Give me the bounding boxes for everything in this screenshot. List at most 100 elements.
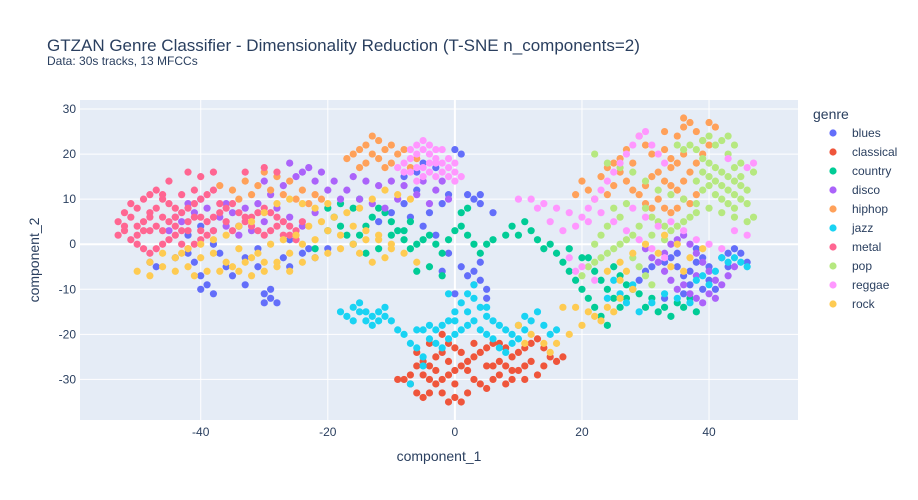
jazz-point[interactable]: [470, 281, 478, 289]
pop-point[interactable]: [718, 182, 726, 190]
country-point[interactable]: [413, 267, 421, 275]
jazz-point[interactable]: [508, 330, 516, 338]
metal-point[interactable]: [133, 240, 141, 248]
hiphop-point[interactable]: [667, 209, 675, 217]
blues-point[interactable]: [673, 249, 681, 257]
country-point[interactable]: [457, 209, 465, 217]
legend-item-country[interactable]: country: [829, 164, 891, 178]
metal-point[interactable]: [286, 231, 294, 239]
disco-point[interactable]: [699, 258, 707, 266]
jazz-point[interactable]: [368, 312, 376, 320]
hiphop-point[interactable]: [343, 154, 351, 163]
classical-point[interactable]: [438, 330, 446, 338]
classical-point[interactable]: [451, 380, 459, 388]
hiphop-point[interactable]: [254, 182, 262, 190]
disco-point[interactable]: [724, 272, 732, 280]
hiphop-point[interactable]: [572, 191, 580, 199]
rock-point[interactable]: [680, 267, 688, 275]
rock-point[interactable]: [559, 303, 567, 311]
classical-point[interactable]: [470, 339, 478, 347]
metal-point[interactable]: [152, 245, 160, 253]
metal-point[interactable]: [190, 240, 198, 248]
blues-point[interactable]: [686, 281, 694, 289]
disco-point[interactable]: [336, 195, 345, 203]
hiphop-point[interactable]: [692, 159, 700, 167]
reggae-point[interactable]: [444, 154, 453, 163]
rock-point[interactable]: [673, 240, 681, 248]
classical-point[interactable]: [483, 384, 491, 393]
metal-point[interactable]: [254, 227, 262, 235]
jazz-point[interactable]: [419, 326, 427, 334]
jazz-point[interactable]: [508, 339, 516, 347]
classical-point[interactable]: [444, 371, 453, 379]
reggae-point[interactable]: [546, 218, 554, 226]
metal-point[interactable]: [209, 227, 218, 235]
disco-point[interactable]: [317, 168, 326, 176]
jazz-point[interactable]: [349, 317, 357, 325]
pop-point[interactable]: [737, 195, 745, 203]
country-point[interactable]: [457, 222, 465, 230]
rock-point[interactable]: [273, 200, 281, 208]
classical-point[interactable]: [432, 353, 440, 361]
blues-point[interactable]: [267, 294, 275, 302]
pop-point[interactable]: [743, 186, 751, 194]
hiphop-point[interactable]: [375, 136, 383, 145]
country-point[interactable]: [413, 240, 421, 248]
pop-point[interactable]: [711, 164, 719, 172]
rock-point[interactable]: [616, 294, 624, 302]
pop-point[interactable]: [578, 272, 586, 280]
pop-point[interactable]: [711, 177, 719, 185]
metal-point[interactable]: [267, 227, 275, 235]
country-point[interactable]: [394, 227, 402, 235]
rock-point[interactable]: [368, 258, 376, 266]
metal-point[interactable]: [190, 200, 198, 208]
reggae-point[interactable]: [406, 168, 415, 176]
classical-point[interactable]: [514, 366, 523, 375]
hiphop-point[interactable]: [311, 191, 319, 199]
metal-point[interactable]: [228, 200, 237, 208]
country-point[interactable]: [406, 245, 415, 253]
hiphop-point[interactable]: [673, 204, 681, 212]
rock-point[interactable]: [400, 249, 408, 257]
pop-point[interactable]: [718, 168, 726, 176]
reggae-point[interactable]: [635, 236, 643, 244]
metal-point[interactable]: [286, 222, 294, 230]
hiphop-point[interactable]: [317, 195, 326, 203]
jazz-point[interactable]: [699, 272, 707, 280]
blues-point[interactable]: [152, 263, 160, 271]
country-point[interactable]: [622, 281, 631, 289]
blues-point[interactable]: [260, 290, 268, 298]
classical-point[interactable]: [476, 348, 484, 356]
hiphop-point[interactable]: [711, 123, 719, 131]
country-point[interactable]: [368, 213, 376, 221]
country-point[interactable]: [387, 218, 395, 226]
rock-point[interactable]: [603, 267, 611, 275]
pop-point[interactable]: [635, 263, 643, 271]
reggae-point[interactable]: [425, 150, 434, 158]
country-point[interactable]: [572, 276, 580, 284]
hiphop-point[interactable]: [381, 164, 389, 172]
disco-point[interactable]: [286, 213, 294, 221]
rock-point[interactable]: [527, 330, 535, 338]
classical-point[interactable]: [413, 389, 421, 397]
reggae-point[interactable]: [451, 159, 459, 167]
rock-point[interactable]: [622, 267, 631, 275]
country-point[interactable]: [311, 245, 319, 253]
metal-point[interactable]: [139, 195, 148, 203]
disco-point[interactable]: [654, 258, 662, 266]
rock-point[interactable]: [146, 272, 154, 280]
classical-point[interactable]: [463, 357, 472, 366]
rock-point[interactable]: [362, 236, 370, 244]
hiphop-point[interactable]: [355, 145, 364, 154]
country-point[interactable]: [641, 303, 650, 311]
rock-point[interactable]: [667, 263, 675, 271]
disco-point[interactable]: [254, 200, 262, 208]
classical-point[interactable]: [425, 375, 434, 384]
jazz-point[interactable]: [343, 312, 351, 320]
reggae-point[interactable]: [438, 145, 446, 154]
jazz-point[interactable]: [406, 339, 415, 347]
reggae-point[interactable]: [419, 136, 427, 145]
legend-item-metal[interactable]: metal: [829, 240, 881, 254]
reggae-point[interactable]: [406, 154, 415, 163]
reggae-point[interactable]: [419, 145, 427, 154]
